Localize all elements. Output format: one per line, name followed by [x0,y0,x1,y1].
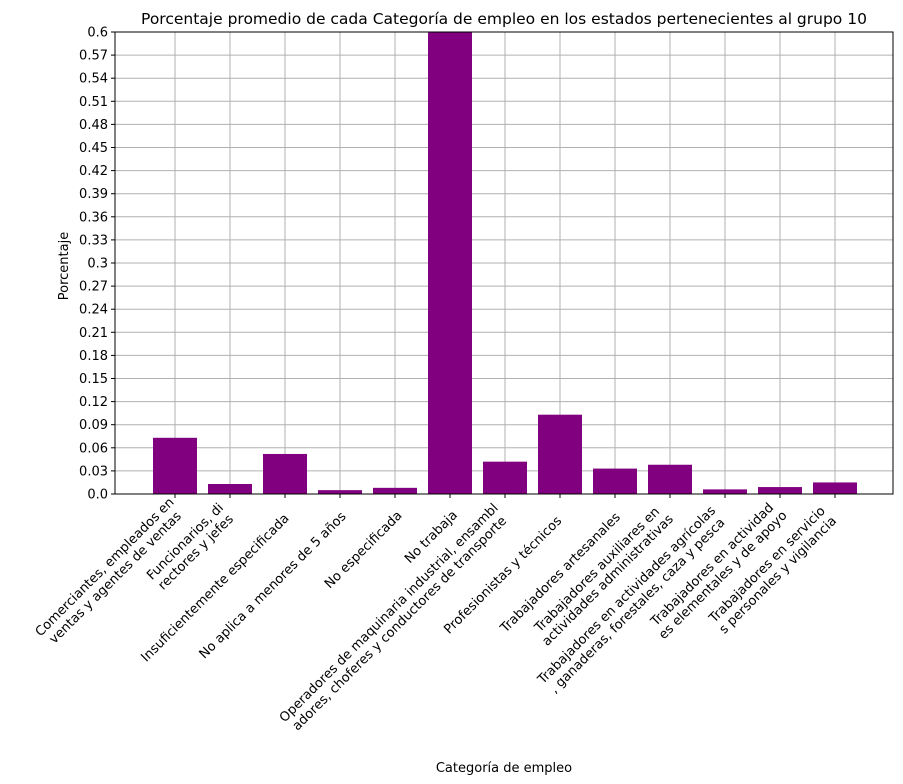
y-tick-label: 0.57 [79,49,108,64]
plot-frame [114,31,894,495]
y-tick-label: 0.54 [79,72,108,87]
y-tick-label: 0.36 [79,210,108,225]
bar [318,490,362,494]
y-tick-label: 0.42 [79,164,108,179]
bar [483,461,527,494]
y-tick-label: 0.03 [79,464,108,479]
bar [153,437,197,494]
y-tick-label: 0.39 [79,187,108,202]
y-tick-label: 0.18 [79,349,108,364]
y-axis-ticks: 0.0 0.03 0.06 0.09 0.12 0.15 0.18 0.21 0.24 0.27 0… [79,26,115,503]
bar [703,489,747,494]
bar [208,483,252,494]
y-tick-label: 0.12 [79,395,108,410]
y-tick-label: 0.6 [87,26,108,41]
y-tick-label: 0.06 [79,441,108,456]
y-tick-label: 0.51 [79,95,108,110]
bar [373,487,417,494]
y-tick-label: 0.0 [87,488,108,503]
bar [758,487,802,494]
y-tick-label: 0.45 [79,141,108,156]
bar [593,468,637,494]
y-tick-label: 0.24 [79,303,108,318]
y-tick-label: 0.21 [79,326,108,341]
y-tick-label: 0.48 [79,118,108,133]
bars [153,32,857,494]
grid [115,31,893,495]
bar [813,482,857,494]
y-tick-label: 0.15 [79,372,108,387]
bar [648,464,692,494]
bar [263,453,307,494]
y-tick-label: 0.33 [79,233,108,248]
chart-title: Porcentaje promedio de cada Categoría de… [141,10,867,28]
y-axis-label: Porcentaje [57,232,72,300]
bar [538,414,582,494]
x-axis-label: Categoría de empleo [436,761,572,776]
y-tick-label: 0.27 [79,280,108,295]
x-axis-ticks: Comerciantes, empleados enventas y agent… [33,494,840,734]
bar [428,32,472,494]
y-tick-label: 0.09 [79,418,108,433]
y-tick-label: 0.3 [87,257,108,272]
